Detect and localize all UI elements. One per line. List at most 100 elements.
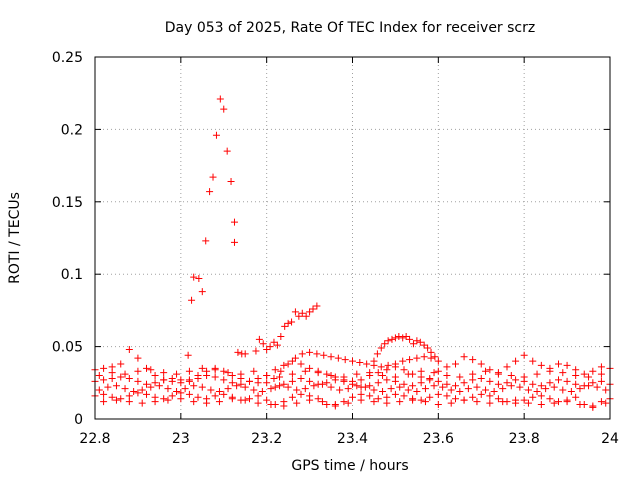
data-point-plus-icon — [100, 364, 108, 372]
data-point-plus-icon — [211, 392, 219, 400]
data-point-plus-icon — [255, 335, 263, 343]
data-point-plus-icon — [477, 360, 485, 368]
data-point-plus-icon — [215, 387, 223, 395]
data-point-plus-icon — [383, 376, 391, 384]
y-tick-label: 0.15 — [52, 195, 83, 211]
y-axis-label: ROTI / TECUs — [7, 192, 23, 284]
data-point-plus-icon — [117, 395, 125, 403]
data-point-plus-icon — [112, 396, 120, 404]
data-point-plus-icon — [151, 372, 159, 380]
data-point-plus-icon — [370, 398, 378, 406]
data-point-plus-icon — [209, 173, 217, 181]
y-tick-labels: 0 0.05 0.1 0.15 0.2 0.25 — [52, 50, 83, 428]
data-point-plus-icon — [267, 401, 275, 409]
data-point-plus-icon — [323, 370, 331, 378]
data-point-plus-icon — [198, 383, 206, 391]
data-point-plus-icon — [413, 354, 421, 362]
data-point-plus-icon — [434, 367, 442, 375]
data-point-plus-icon — [520, 396, 528, 404]
data-point-plus-icon — [452, 382, 459, 390]
data-point-plus-icon — [246, 377, 253, 385]
data-point-plus-icon — [387, 385, 395, 393]
x-tick-label: 23.6 — [423, 431, 454, 447]
data-point-plus-icon — [486, 392, 494, 400]
data-point-plus-icon — [190, 273, 198, 281]
data-point-plus-icon — [181, 385, 189, 393]
grid-lines — [95, 57, 610, 419]
data-point-plus-icon — [185, 377, 193, 385]
data-point-plus-icon — [234, 348, 242, 356]
data-point-plus-icon — [195, 275, 203, 283]
data-point-plus-icon — [537, 382, 545, 390]
data-point-plus-icon — [155, 382, 163, 390]
data-point-plus-icon — [486, 366, 494, 374]
data-point-plus-icon — [555, 360, 562, 368]
data-point-plus-icon — [520, 351, 528, 359]
data-point-plus-icon — [443, 392, 451, 400]
data-point-plus-icon — [420, 341, 428, 349]
data-point-plus-icon — [121, 385, 129, 393]
data-point-plus-icon — [277, 367, 285, 375]
data-point-plus-icon — [370, 386, 378, 394]
data-point-plus-icon — [585, 373, 593, 381]
data-point-plus-icon — [250, 367, 258, 375]
data-point-plus-icon — [211, 373, 219, 381]
data-point-plus-icon — [160, 369, 168, 377]
data-point-plus-icon — [426, 393, 434, 401]
data-point-plus-icon — [203, 372, 211, 380]
x-tick-label: 23.4 — [337, 431, 368, 447]
data-point-plus-icon — [306, 348, 314, 356]
data-point-plus-icon — [349, 357, 356, 365]
data-point-plus-icon — [559, 386, 567, 394]
data-point-plus-icon — [417, 379, 425, 387]
data-point-plus-icon — [288, 370, 296, 378]
data-point-plus-icon — [409, 396, 417, 404]
data-point-plus-icon — [396, 398, 404, 406]
data-point-plus-icon — [507, 372, 515, 380]
data-point-plus-icon — [298, 309, 306, 317]
data-point-plus-icon — [434, 357, 442, 365]
data-point-plus-icon — [464, 385, 472, 393]
data-point-plus-icon — [276, 373, 284, 381]
data-point-plus-icon — [593, 383, 601, 391]
data-point-plus-icon — [281, 322, 289, 330]
data-point-plus-icon — [494, 380, 502, 388]
data-point-plus-icon — [388, 335, 396, 343]
data-point-plus-icon — [143, 380, 150, 388]
data-point-plus-icon — [318, 380, 326, 388]
data-point-plus-icon — [597, 370, 605, 378]
data-point-plus-icon — [391, 363, 399, 371]
data-point-plus-icon — [434, 377, 442, 385]
data-point-plus-icon — [108, 369, 116, 377]
data-point-plus-icon — [374, 395, 382, 403]
data-point-plus-icon — [469, 356, 477, 364]
data-point-plus-icon — [143, 390, 150, 398]
data-point-plus-icon — [309, 305, 317, 313]
data-point-plus-icon — [130, 387, 138, 395]
data-point-plus-icon — [431, 353, 439, 361]
data-point-plus-icon — [270, 374, 278, 382]
data-point-plus-icon — [177, 376, 185, 384]
x-tick-label: 23 — [172, 431, 190, 447]
data-point-plus-icon — [559, 369, 567, 377]
data-point-plus-icon — [563, 398, 571, 406]
data-point-plus-icon — [406, 335, 414, 343]
data-point-plus-icon — [529, 380, 537, 388]
data-point-plus-icon — [125, 398, 133, 406]
data-point-plus-icon — [456, 387, 464, 395]
data-point-plus-icon — [302, 312, 310, 320]
data-point-plus-icon — [334, 354, 342, 362]
series-band-c — [95, 380, 610, 395]
data-point-plus-icon — [494, 395, 502, 403]
series-rising — [252, 302, 321, 355]
data-point-plus-icon — [250, 386, 258, 394]
data-point-plus-icon — [349, 393, 356, 401]
data-point-plus-icon — [460, 396, 468, 404]
data-point-plus-icon — [246, 395, 253, 403]
data-point-plus-icon — [447, 386, 455, 394]
data-point-plus-icon — [512, 357, 520, 365]
data-point-plus-icon — [160, 395, 168, 403]
data-point-plus-icon — [512, 376, 520, 384]
data-point-plus-icon — [370, 361, 378, 369]
